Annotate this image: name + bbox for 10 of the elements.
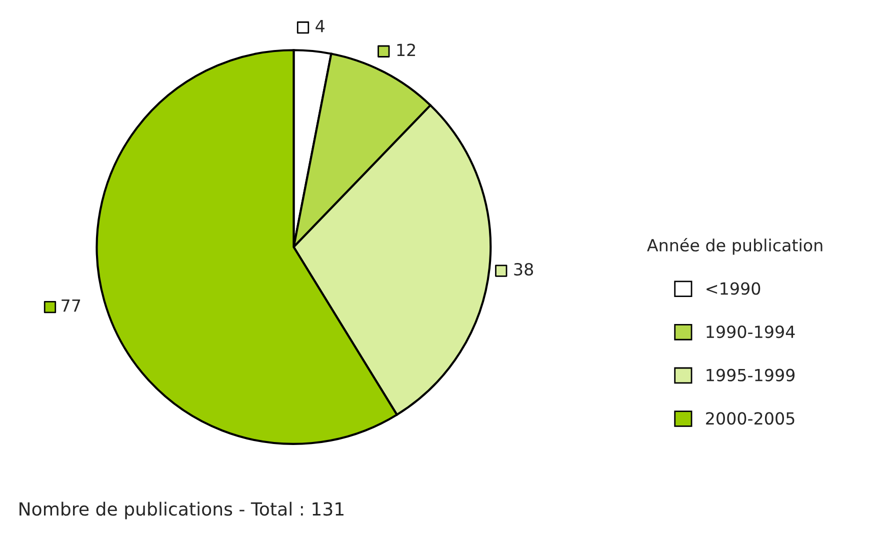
legend-title: Année de publication — [647, 238, 822, 255]
legend-label: 1995-1999 — [706, 368, 795, 382]
data-label: 38 — [514, 263, 534, 276]
legend-label: 2000-2005 — [706, 412, 794, 425]
text: Nombre de publications - Total : 131 — [20, 502, 344, 520]
legend-label: 1990-1994 — [706, 326, 795, 338]
data-label: 12 — [397, 44, 415, 56]
data-label: 77 — [62, 300, 80, 312]
legend-label: <1990 — [706, 282, 760, 295]
data-label: 4 — [316, 20, 324, 32]
